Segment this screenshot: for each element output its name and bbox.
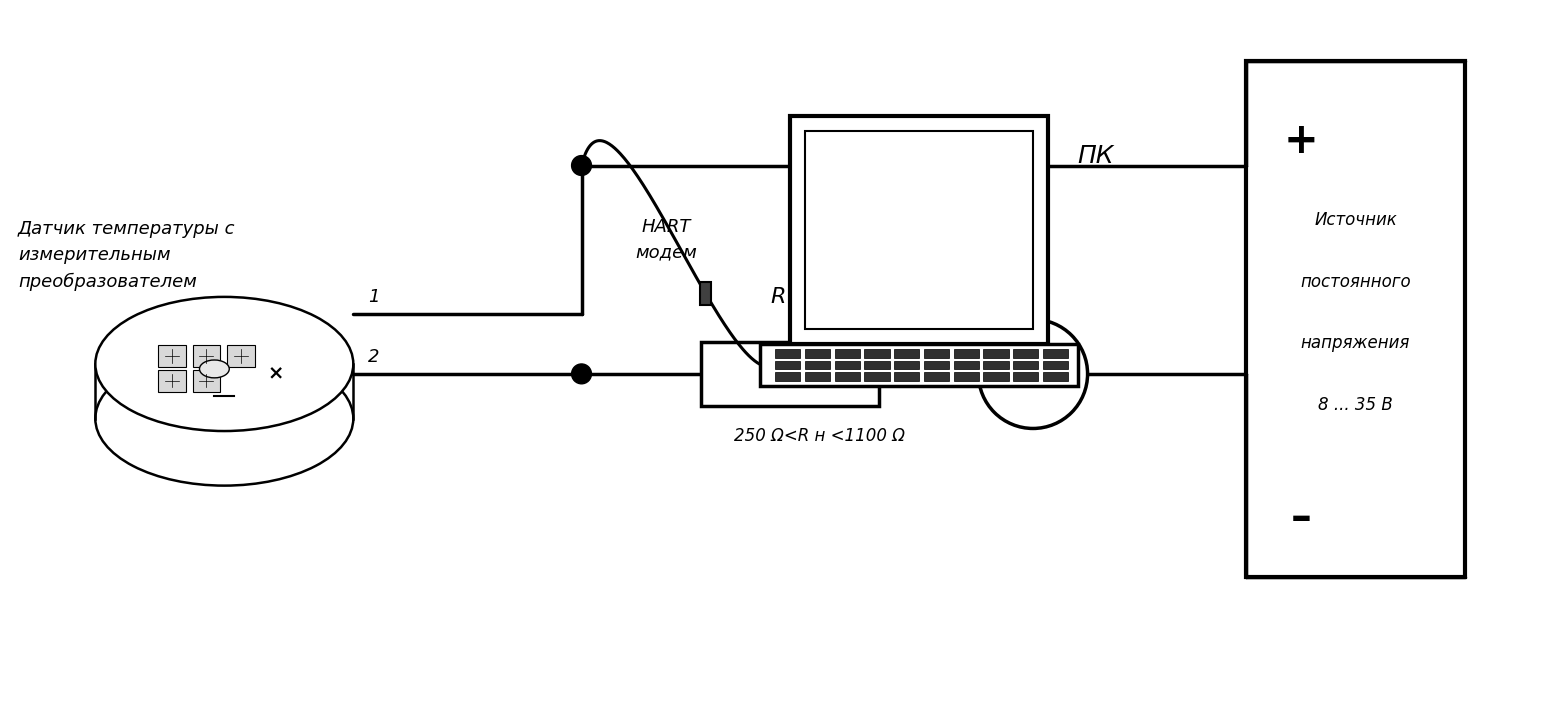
Bar xyxy=(894,349,920,357)
Bar xyxy=(805,131,1033,329)
Bar xyxy=(894,360,920,370)
Text: Источник: Источник xyxy=(1315,211,1397,229)
Text: HART
модем: HART модем xyxy=(636,219,696,262)
Bar xyxy=(984,349,1009,357)
Bar xyxy=(701,342,880,406)
Bar xyxy=(159,370,185,392)
Bar xyxy=(789,116,1047,344)
Bar xyxy=(805,372,830,381)
Bar xyxy=(1043,360,1068,370)
Text: ×: × xyxy=(267,365,284,383)
Bar xyxy=(159,345,185,367)
Bar xyxy=(925,372,949,381)
Text: ПК: ПК xyxy=(1077,144,1114,168)
Bar xyxy=(760,344,1077,386)
Text: –: – xyxy=(1290,497,1312,539)
Text: напряжения: напряжения xyxy=(1301,334,1409,352)
Text: 1: 1 xyxy=(368,288,379,306)
Bar xyxy=(805,360,830,370)
Bar xyxy=(1043,372,1068,381)
Bar xyxy=(1246,61,1465,577)
Bar xyxy=(775,372,800,381)
Text: Датчик температуры с
измерительным
преобразователем: Датчик температуры с измерительным преоб… xyxy=(19,220,235,291)
Text: mA: mA xyxy=(1016,365,1049,383)
Text: 250 Ω<R н <1100 Ω: 250 Ω<R н <1100 Ω xyxy=(733,428,904,446)
Bar xyxy=(1013,360,1038,370)
Bar xyxy=(834,360,859,370)
Bar xyxy=(227,345,255,367)
Text: +: + xyxy=(1284,119,1318,162)
Bar xyxy=(864,349,889,357)
Text: 8 ... 35 В: 8 ... 35 В xyxy=(1318,395,1392,413)
Bar xyxy=(1013,349,1038,357)
Circle shape xyxy=(572,155,592,175)
Bar xyxy=(925,360,949,370)
Bar xyxy=(954,349,979,357)
Bar xyxy=(193,345,221,367)
Bar xyxy=(925,349,949,357)
Text: R н: R н xyxy=(771,288,808,308)
Bar xyxy=(701,282,712,306)
Bar xyxy=(775,360,800,370)
Text: постоянного: постоянного xyxy=(1301,273,1411,290)
Text: 2: 2 xyxy=(368,348,379,366)
Bar xyxy=(864,360,889,370)
Bar xyxy=(805,349,830,357)
Ellipse shape xyxy=(199,360,230,378)
Circle shape xyxy=(979,319,1088,429)
Ellipse shape xyxy=(95,352,353,485)
Bar xyxy=(834,349,859,357)
Bar xyxy=(775,349,800,357)
Bar xyxy=(864,372,889,381)
Bar xyxy=(834,372,859,381)
Bar xyxy=(193,370,221,392)
Circle shape xyxy=(572,364,592,384)
Bar xyxy=(984,360,1009,370)
Bar xyxy=(954,360,979,370)
Bar xyxy=(1013,372,1038,381)
Bar xyxy=(984,372,1009,381)
Ellipse shape xyxy=(95,297,353,431)
Bar xyxy=(1043,349,1068,357)
Bar xyxy=(894,372,920,381)
Bar xyxy=(954,372,979,381)
